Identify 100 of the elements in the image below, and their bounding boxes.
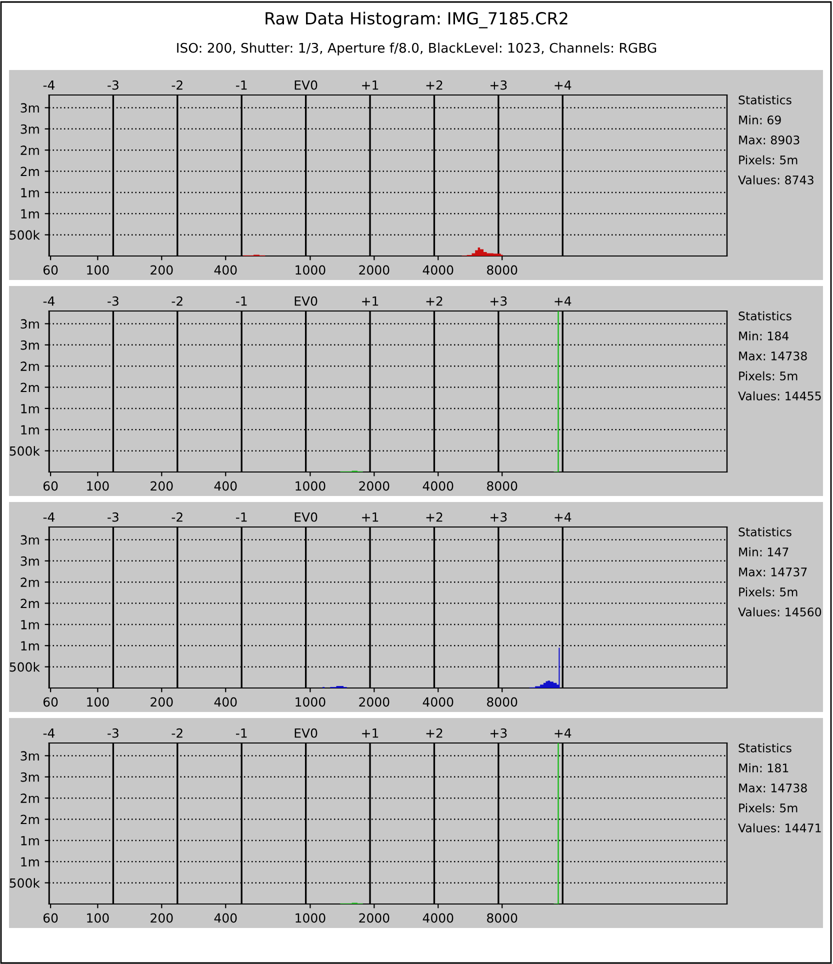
- y-tick-label: 3m: [20, 124, 39, 134]
- y-tick-label: 2m: [20, 814, 39, 824]
- x2-tick-label: +2: [426, 512, 442, 522]
- x-tick-label: 2000: [359, 481, 390, 491]
- text: Max: 14738: [739, 783, 807, 792]
- x2-tick-label: +1: [362, 728, 378, 738]
- x-tick-label: 60: [43, 697, 58, 707]
- x-tick-label: 1000: [296, 913, 326, 923]
- x2-tick-label: +4: [554, 80, 572, 90]
- x2-tick-label: EV0: [294, 512, 318, 522]
- x-tick-label: 2000: [359, 913, 390, 923]
- x2-tick-label: +1: [362, 512, 378, 522]
- x2-tick-label: -4: [43, 512, 55, 522]
- text: Pixels: 5m: [739, 587, 798, 596]
- y-tick-label: 1m: [21, 641, 39, 650]
- x-tick-label: 2000: [359, 697, 390, 707]
- x-tick-label: 1000: [296, 265, 326, 275]
- x-tick-label: 8000: [487, 913, 518, 923]
- y-tick-label: 1m: [21, 425, 39, 434]
- x2-tick-label: +3: [490, 512, 507, 522]
- y-tick-label: 500k: [10, 446, 40, 456]
- text: Min: 181: [739, 763, 788, 772]
- text: Values: 8743: [738, 175, 814, 184]
- text: Pixels: 5m: [739, 371, 798, 380]
- x2-tick-label: -3: [108, 512, 118, 522]
- x-tick-label: 2000: [359, 265, 390, 275]
- x-tick-label: 4000: [422, 697, 454, 707]
- x-tick-label: 60: [43, 913, 58, 923]
- y-tick-label: 1m: [21, 404, 39, 414]
- chart-title: Raw Data Histogram: IMG_7185.CR2: [266, 12, 568, 28]
- x-tick-label: 8000: [487, 481, 518, 491]
- x-tick-label: 200: [150, 481, 173, 491]
- text: Statistics: [738, 95, 792, 104]
- x2-tick-label: EV0: [294, 296, 318, 306]
- x2-tick-label: -3: [108, 80, 118, 90]
- text: Values: 14560: [738, 607, 822, 616]
- x-tick-label: 200: [150, 265, 173, 275]
- x-tick-label: 4000: [422, 913, 454, 923]
- x-tick-label: 200: [150, 913, 173, 923]
- x2-tick-label: -2: [172, 728, 182, 738]
- x2-tick-label: EV0: [294, 728, 318, 738]
- x2-tick-label: +2: [426, 80, 442, 90]
- x2-tick-label: -2: [172, 296, 182, 306]
- x2-tick-label: -4: [43, 296, 55, 306]
- y-tick-label: 500k: [10, 662, 40, 672]
- x-tick-label: 100: [87, 697, 109, 707]
- text: Statistics: [738, 527, 792, 536]
- text: Statistics: [738, 311, 792, 320]
- x2-tick-label: EV0: [294, 80, 318, 90]
- y-tick-label: 2m: [20, 362, 39, 371]
- x-tick-label: 1000: [296, 481, 326, 491]
- y-tick-label: 2m: [20, 794, 39, 803]
- x2-tick-label: +3: [490, 80, 507, 90]
- y-tick-label: 500k: [10, 878, 40, 888]
- x2-tick-label: +2: [426, 728, 442, 738]
- x2-tick-label: -3: [108, 728, 118, 738]
- x2-tick-label: +3: [490, 296, 507, 306]
- x-tick-label: 8000: [487, 697, 518, 707]
- x2-tick-label: -1: [236, 80, 247, 90]
- y-tick-label: 3m: [20, 751, 39, 761]
- x-tick-label: 400: [214, 697, 237, 707]
- text: Max: 14738: [739, 351, 807, 360]
- y-tick-label: 500k: [10, 230, 40, 240]
- text: Pixels: 5m: [739, 803, 798, 812]
- x-tick-label: 100: [87, 913, 109, 923]
- text: Values: 14471: [738, 823, 821, 832]
- y-tick-label: 3m: [20, 319, 39, 329]
- x-tick-label: 8000: [487, 265, 518, 275]
- y-tick-label: 2m: [20, 598, 39, 608]
- x2-tick-label: -2: [172, 512, 182, 522]
- text: Statistics: [738, 743, 792, 752]
- y-tick-label: 1m: [21, 620, 39, 630]
- x-tick-label: 60: [43, 265, 58, 275]
- x2-tick-label: +3: [490, 728, 507, 738]
- chart-subtitle: ISO: 200, Shutter: 1/3, Aperture f/8.0, BlackLevel: 1023, Channels: RGBG: [177, 42, 656, 56]
- y-tick-label: 1m: [21, 209, 39, 218]
- x2-tick-label: -4: [43, 80, 55, 90]
- x-tick-label: 100: [87, 265, 109, 275]
- x2-tick-label: -2: [172, 80, 182, 90]
- x-tick-label: 60: [43, 481, 58, 491]
- x-tick-label: 4000: [422, 481, 454, 491]
- text: Values: 14455: [738, 391, 821, 400]
- y-tick-label: 3m: [20, 340, 39, 350]
- y-tick-label: 1m: [21, 836, 39, 846]
- x2-tick-label: +4: [554, 296, 572, 306]
- y-tick-label: 3m: [20, 103, 39, 113]
- x-tick-label: 1000: [296, 697, 326, 707]
- text: Min: 147: [739, 547, 788, 556]
- x2-tick-label: -1: [236, 512, 247, 522]
- text: Max: 8903: [739, 135, 800, 144]
- x2-tick-label: +1: [362, 80, 378, 90]
- y-tick-label: 3m: [20, 772, 39, 782]
- x2-tick-label: -3: [108, 296, 118, 306]
- x2-tick-label: +2: [426, 296, 442, 306]
- x-tick-label: 400: [214, 481, 237, 491]
- text: Pixels: 5m: [739, 155, 798, 164]
- y-tick-label: 1m: [21, 188, 39, 198]
- y-tick-label: 2m: [20, 578, 39, 587]
- x2-tick-label: +4: [554, 512, 572, 522]
- y-tick-label: 1m: [21, 857, 39, 866]
